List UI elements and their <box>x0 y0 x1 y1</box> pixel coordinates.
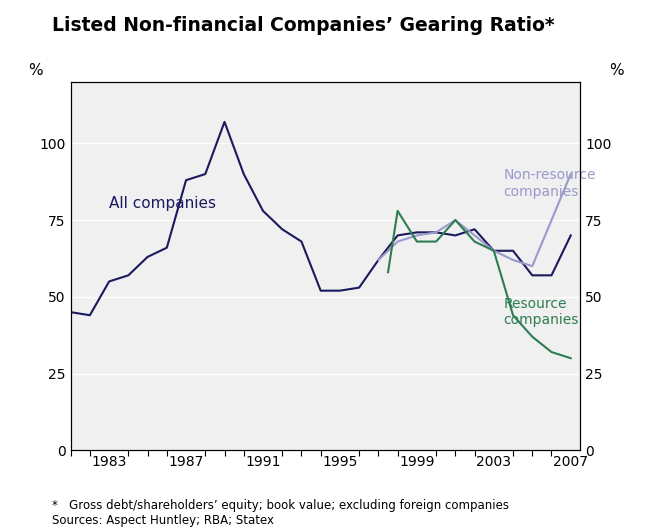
Text: Listed Non-financial Companies’ Gearing Ratio*: Listed Non-financial Companies’ Gearing … <box>52 16 555 35</box>
Text: Resource
companies: Resource companies <box>503 297 579 328</box>
Text: %: % <box>609 63 624 78</box>
Text: %: % <box>27 63 42 78</box>
Text: Non-resource
companies: Non-resource companies <box>503 169 596 198</box>
Text: *   Gross debt/shareholders’ equity; book value; excluding foreign companies
Sou: * Gross debt/shareholders’ equity; book … <box>52 498 509 527</box>
Text: All companies: All companies <box>109 196 216 211</box>
